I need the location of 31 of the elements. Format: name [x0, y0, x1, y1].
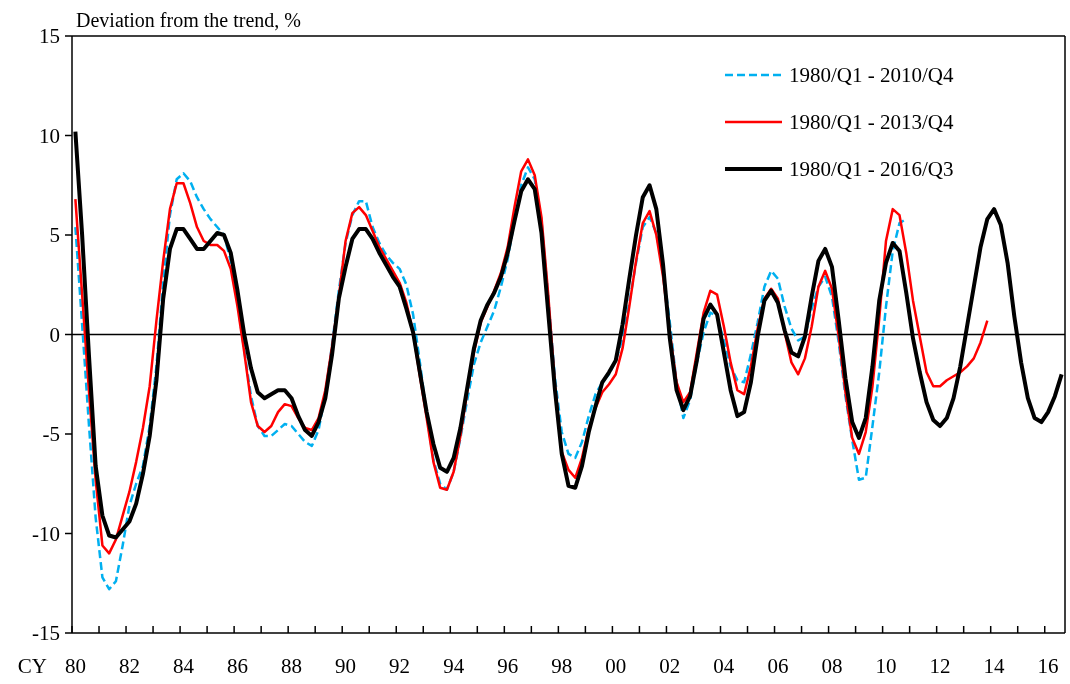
- y-tick-label: 15: [39, 24, 60, 49]
- y-tick-label: 0: [49, 322, 60, 347]
- x-tick-label: 16: [1037, 654, 1059, 678]
- x-tick-label: 04: [713, 654, 735, 678]
- y-tick-label: 5: [49, 223, 60, 248]
- x-tick-label: 00: [605, 654, 627, 678]
- x-tick-label: 06: [767, 654, 789, 678]
- x-tick-label: 08: [821, 654, 843, 678]
- x-tick-label: 84: [172, 654, 195, 678]
- y-tick-label: -5: [42, 422, 60, 447]
- y-tick-label: -10: [32, 521, 60, 546]
- x-tick-label: 90: [335, 654, 357, 678]
- x-axis-title: CY: [17, 654, 47, 678]
- x-tick-label: 80: [64, 654, 86, 678]
- x-tick-label: 12: [929, 654, 951, 678]
- x-tick-label: 02: [659, 654, 681, 678]
- y-tick-label: -15: [32, 621, 60, 646]
- legend-label: 1980/Q1 - 2013/Q4: [789, 110, 954, 135]
- x-tick-label: 92: [389, 654, 411, 678]
- legend-label: 1980/Q1 - 2016/Q3: [789, 157, 954, 182]
- legend-label: 1980/Q1 - 2010/Q4: [789, 63, 954, 88]
- x-tick-label: 88: [281, 654, 303, 678]
- x-tick-label: 86: [227, 654, 248, 678]
- y-axis-title: Deviation from the trend, %: [76, 9, 301, 31]
- x-tick-label: 10: [875, 654, 897, 678]
- x-tick-label: 96: [497, 654, 519, 678]
- x-tick-label: 94: [443, 654, 465, 678]
- y-tick-label: 10: [39, 123, 60, 148]
- x-tick-label: 82: [118, 654, 140, 678]
- x-tick-label: 98: [551, 654, 573, 678]
- x-tick-label: 14: [983, 654, 1006, 678]
